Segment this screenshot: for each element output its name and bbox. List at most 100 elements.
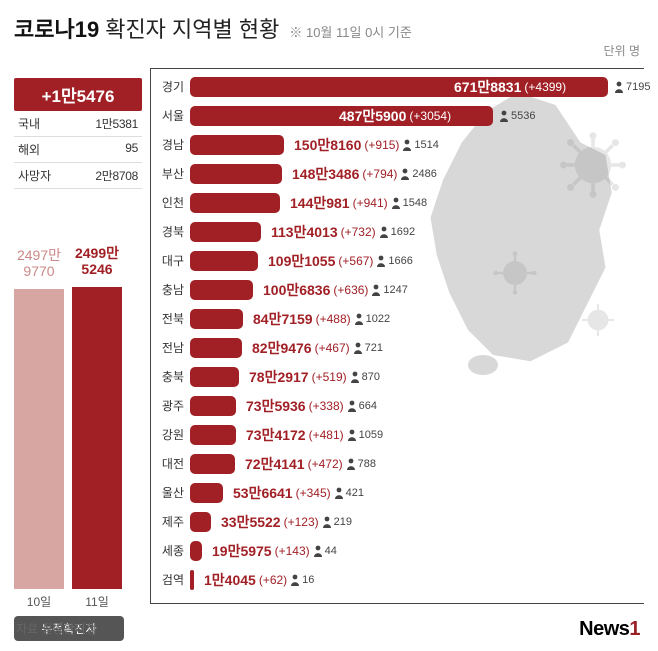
cum-value: 53만6641 [233, 483, 293, 503]
bar-values: 1만4045(+62) 16 [204, 570, 314, 590]
region-bar [190, 512, 211, 532]
region-row: 경북113만4013(+732) 1692 [154, 217, 644, 246]
summary-key: 국내 [18, 115, 40, 132]
region-bar [190, 367, 239, 387]
region-row: 전북 84만7159(+488) 1022 [154, 304, 644, 333]
region-bar [190, 309, 243, 329]
region-row: 제주33만5522(+123) 219 [154, 507, 644, 536]
bar-values: 487만5900(+3054) [339, 106, 451, 126]
inc-value: (+472) [308, 457, 343, 471]
death-value: 7195 [626, 81, 650, 93]
bar-values: 84만7159(+488) 1022 [253, 309, 390, 329]
left-column: +1만5476 국내1만5381해외95사망자2만8708 2497만 9770… [14, 78, 142, 641]
bar-values: 82만9476(+467) 721 [252, 338, 383, 358]
region-bar-chart: 경기671만8831(+4399)7195서울487만5900(+3054)55… [154, 72, 644, 594]
region-label: 부산 [154, 165, 184, 182]
bar-area: 148만3486(+794) 2486 [190, 163, 644, 185]
bar-area: 144만981(+941) 1548 [190, 192, 644, 214]
region-row: 충북78만2917(+519) 870 [154, 362, 644, 391]
bar-values: 72만4141(+472) 788 [245, 454, 376, 474]
death-count: 1692 [379, 226, 415, 238]
region-label: 울산 [154, 484, 184, 501]
compare-bar-prev: 2497만 9770 [14, 289, 64, 589]
bar-values: 148만3486(+794) 2486 [292, 164, 437, 184]
bar-values: 53만6641(+345) 421 [233, 483, 364, 503]
bar-area: 100만6836(+636) 1247 [190, 279, 644, 301]
bar-area: 73만4172(+481) 1059 [190, 424, 644, 446]
death-count: 1514 [402, 139, 438, 151]
cum-value: 82만9476 [252, 338, 312, 358]
region-label: 인천 [154, 194, 184, 211]
credit-num: 1 [629, 618, 640, 640]
summary-new-total: +1만5476 [14, 78, 142, 111]
inc-value: (+123) [284, 515, 319, 529]
death-value: 44 [325, 545, 337, 557]
region-row: 울산 53만6641(+345) 421 [154, 478, 644, 507]
region-row: 경남150만8160(+915) 1514 [154, 130, 644, 159]
region-row: 충남 100만6836(+636) 1247 [154, 275, 644, 304]
bar-values: 33만5522(+123) 219 [221, 512, 352, 532]
bar-area: 82만9476(+467) 721 [190, 337, 644, 359]
unit-label: 단위 명 [604, 42, 640, 59]
bar-area: 53만6641(+345) 421 [190, 482, 644, 504]
region-bar [190, 483, 223, 503]
bar-area: 109만1055(+567) 1666 [190, 250, 644, 272]
asof-text: ※ 10월 11일 0시 기준 [289, 22, 411, 41]
bar-values: 671만8831(+4399) [454, 77, 566, 97]
cum-value: 148만3486 [292, 164, 359, 184]
cum-value: 73만5936 [246, 396, 306, 416]
credit-logo: News1 [579, 618, 640, 641]
region-label: 세종 [154, 542, 184, 559]
region-row: 전남82만9476(+467) 721 [154, 333, 644, 362]
death-count: 2486 [400, 168, 436, 180]
inc-value: (+4399) [524, 80, 566, 94]
region-row: 대전72만4141(+472) 788 [154, 449, 644, 478]
region-bar [190, 222, 261, 242]
source-text: 자료 질병관리청 [16, 620, 97, 637]
region-label: 강원 [154, 426, 184, 443]
region-row: 부산 148만3486(+794) 2486 [154, 159, 644, 188]
bar-area: 113만4013(+732) 1692 [190, 221, 644, 243]
bar-values: 150만8160(+915) 1514 [294, 135, 439, 155]
region-bar [190, 425, 236, 445]
cur-day: 11일 [72, 593, 122, 610]
bar-values: 73만5936(+338) 664 [246, 396, 377, 416]
region-label: 전북 [154, 310, 184, 327]
region-row: 대구 109만1055(+567) 1666 [154, 246, 644, 275]
region-bar [190, 251, 258, 271]
bar-area: 671만8831(+4399)7195 [190, 76, 644, 98]
bar-area: 84만7159(+488) 1022 [190, 308, 644, 330]
summary-val: 95 [125, 141, 138, 158]
region-bar [190, 164, 282, 184]
cum-value: 144만981 [290, 193, 350, 213]
death-count: 44 [313, 545, 337, 557]
inc-value: (+519) [312, 370, 347, 384]
death-count: 7195 [614, 81, 650, 93]
cum-value: 487만5900 [339, 106, 406, 126]
death-value: 1059 [359, 429, 383, 441]
region-bar [190, 280, 253, 300]
region-row: 광주 73만5936(+338) 664 [154, 391, 644, 420]
inc-value: (+345) [296, 486, 331, 500]
cum-value: 150만8160 [294, 135, 361, 155]
bar-values: 113만4013(+732) 1692 [271, 222, 415, 242]
death-value: 16 [302, 574, 314, 586]
death-value: 788 [358, 458, 376, 470]
region-label: 충남 [154, 281, 184, 298]
summary-row: 사망자2만8708 [14, 163, 142, 189]
region-row: 검역1만4045(+62) 16 [154, 565, 644, 594]
death-value: 721 [365, 342, 383, 354]
region-label: 대구 [154, 252, 184, 269]
death-value: 421 [346, 487, 364, 499]
region-row: 경기671만8831(+4399)7195 [154, 72, 644, 101]
region-label: 광주 [154, 397, 184, 414]
summary-val: 1만5381 [95, 115, 138, 132]
region-bar [190, 338, 242, 358]
summary-box: +1만5476 국내1만5381해외95사망자2만8708 [14, 78, 142, 189]
summary-val: 2만8708 [95, 167, 138, 184]
bar-values: 19만5975(+143) 44 [212, 541, 337, 561]
bar-area: 487만5900(+3054)5536 [190, 105, 644, 127]
region-bar [190, 396, 236, 416]
region-row: 강원 73만4172(+481) 1059 [154, 420, 644, 449]
bar-values: 73만4172(+481) 1059 [246, 425, 383, 445]
